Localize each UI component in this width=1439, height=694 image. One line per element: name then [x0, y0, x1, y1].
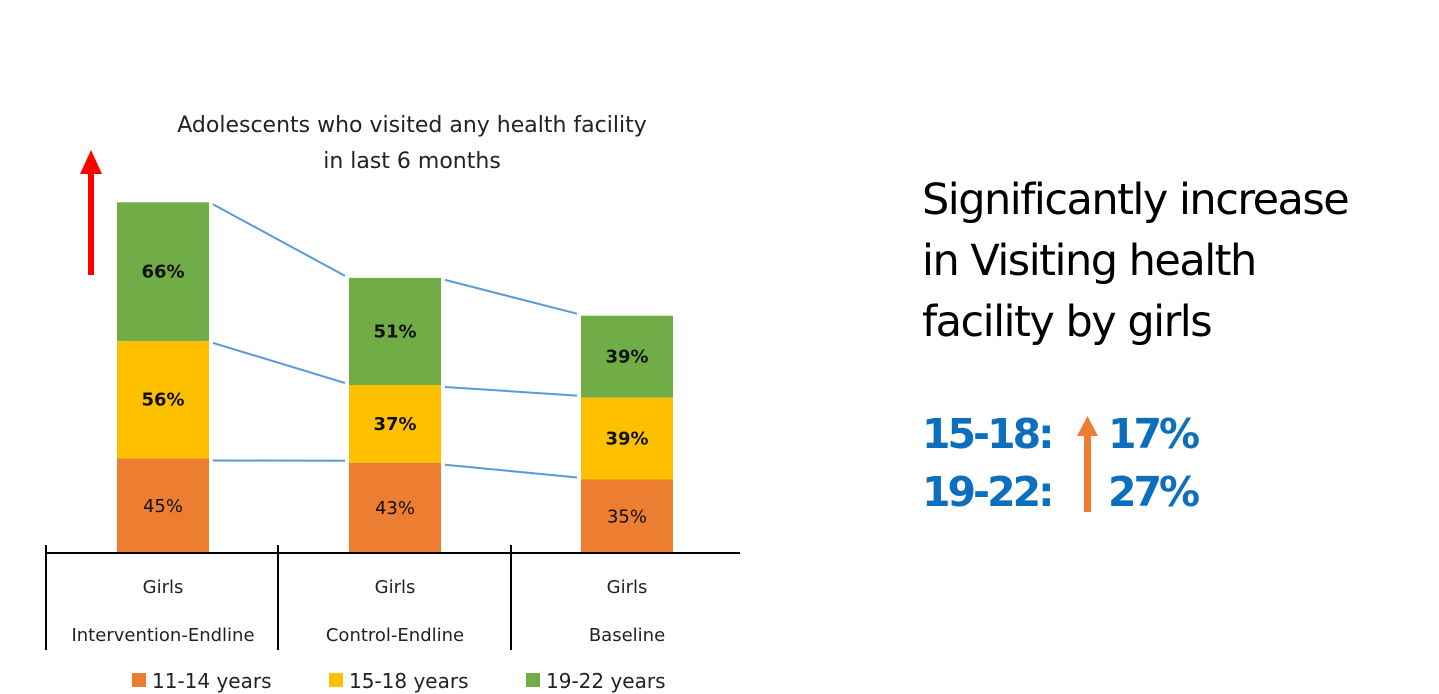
- increase-stats: 15-18: 17% 19-22: 27%: [922, 410, 1322, 520]
- bar-segment-19-22-years-0: [117, 202, 209, 341]
- stacked-bar-chart: Adolescents who visited any health facil…: [45, 113, 740, 693]
- legend-label-15-18: 15-18 years: [349, 669, 469, 693]
- summary-headline: Significantly increase in Visiting healt…: [922, 170, 1422, 353]
- data-label-19-22-years-2: 39%: [605, 347, 648, 368]
- connector-lines: [212, 203, 578, 479]
- bars-group: [117, 202, 673, 553]
- data-label-15-18-years-2: 39%: [605, 429, 648, 450]
- category-label-0-line2: Intervention-Endline: [71, 625, 254, 646]
- stat-key: 19-22:: [922, 468, 1055, 516]
- bar-segment-19-22-years-1: [349, 277, 441, 385]
- connector-line-15-18-years-1: [444, 386, 578, 397]
- data-label-15-18-years-0: 56%: [141, 390, 184, 411]
- data-label-11-14-years-2: 35%: [607, 506, 647, 527]
- category-label-2-line2: Baseline: [589, 625, 665, 646]
- stat-key: 15-18:: [922, 410, 1055, 458]
- bar-segment-19-22-years-2: [581, 315, 673, 398]
- chart-title-line-1: Adolescents who visited any health facil…: [177, 113, 646, 138]
- bar-segment-11-14-years-1: [349, 462, 441, 553]
- connector-line-15-18-years-0: [212, 341, 346, 384]
- red-arrow-shaft: [88, 172, 94, 275]
- stat-value: 17%: [1108, 410, 1200, 458]
- connector-line-11-14-years-1: [444, 463, 578, 479]
- category-label-0-line1: Girls: [143, 577, 184, 598]
- data-label-19-22-years-0: 66%: [141, 262, 184, 283]
- orange-arrow-shaft: [1084, 434, 1091, 512]
- bar-segment-15-18-years-0: [117, 340, 209, 459]
- red-arrow-head: [80, 150, 102, 174]
- bar-segment-11-14-years-0: [117, 458, 209, 553]
- bar-segment-15-18-years-2: [581, 397, 673, 480]
- up-arrow-icon: [1077, 416, 1098, 512]
- connector-line-19-22-years-1: [444, 278, 578, 315]
- x-axis: [45, 545, 740, 650]
- bar-segment-15-18-years-1: [349, 385, 441, 463]
- legend-label-19-22: 19-22 years: [546, 669, 666, 693]
- category-label-2-line1: Girls: [607, 577, 648, 598]
- headline-line-2: in Visiting health: [922, 236, 1257, 286]
- legend-label-11-14: 11-14 years: [152, 669, 272, 693]
- legend-swatch-15-18: [329, 673, 343, 687]
- category-label-1-line1: Girls: [375, 577, 416, 598]
- orange-arrow-head: [1077, 416, 1098, 436]
- category-labels-group: Girls Intervention-Endline Girls Control…: [71, 577, 665, 646]
- data-label-15-18-years-1: 37%: [373, 414, 416, 435]
- connector-line-19-22-years-0: [212, 203, 346, 277]
- data-label-11-14-years-0: 45%: [143, 496, 183, 517]
- headline-line-3: facility by girls: [922, 297, 1213, 347]
- segment-labels-group: 45% 56% 66% 43% 37% 51% 35% 39% 39%: [141, 262, 648, 528]
- chart-title-line-2: in last 6 months: [323, 149, 501, 174]
- data-label-19-22-years-1: 51%: [373, 321, 416, 342]
- up-arrow-icon: [80, 150, 102, 275]
- data-label-11-14-years-1: 43%: [375, 498, 415, 519]
- legend-swatch-11-14: [132, 673, 146, 687]
- category-label-1-line2: Control-Endline: [326, 625, 464, 646]
- legend: 11-14 years 15-18 years 19-22 years: [132, 669, 666, 693]
- headline-line-1: Significantly increase: [922, 175, 1350, 225]
- stat-value: 27%: [1108, 468, 1200, 516]
- legend-swatch-19-22: [526, 673, 540, 687]
- bar-segment-11-14-years-2: [581, 479, 673, 553]
